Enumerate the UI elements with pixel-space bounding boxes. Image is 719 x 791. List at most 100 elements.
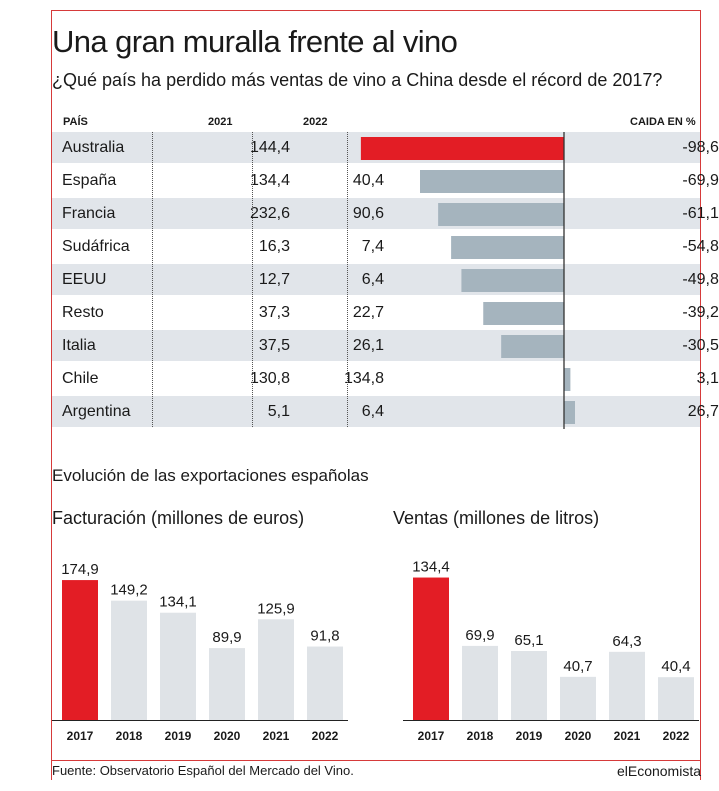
value-2021-cell: 37,5 — [258, 337, 290, 354]
bar-2021 — [609, 651, 645, 720]
value-2022-cell: 7,4 — [361, 238, 384, 255]
country-cell: Australia — [62, 139, 125, 156]
change-cell: -39,20% — [682, 304, 719, 321]
x-tick-label: 2019 — [516, 729, 543, 743]
table-row: Argentina 5,1 6,4 26,70% — [52, 396, 719, 427]
x-tick-label: 2021 — [614, 729, 641, 743]
table-row: España 134,4 40,4 -69,90% — [52, 165, 719, 196]
data-label: 134,4 — [412, 559, 450, 576]
change-cell: -69,90% — [682, 172, 719, 189]
country-cell: Argentina — [62, 403, 131, 420]
change-cell: -54,80% — [682, 238, 719, 255]
table-row: Francia 232,6 90,6 -61,10% — [52, 198, 719, 229]
change-cell: 26,70% — [687, 403, 719, 420]
value-2022-cell: 6,4 — [361, 403, 384, 420]
country-cell: España — [62, 172, 117, 189]
value-2021-cell: 5,1 — [267, 403, 290, 420]
data-label: 64,3 — [612, 633, 641, 650]
value-2022-cell: 6,4 — [361, 271, 384, 288]
header-country: PAÍS — [63, 116, 88, 128]
x-tick-label: 2020 — [214, 729, 241, 743]
change-bar-EEUU — [461, 269, 564, 292]
header-2021: 2021 — [208, 116, 233, 128]
value-2021-cell: 37,3 — [258, 304, 290, 321]
footer-divider — [52, 760, 701, 761]
volume-bar-chart: 134,4 2017 69,9 2018 65,1 2019 40,7 2020 64,3 202… — [403, 559, 699, 743]
change-bar-Argentina — [564, 401, 575, 424]
x-tick-label: 2022 — [663, 729, 690, 743]
header-2022: 2022 — [303, 116, 328, 128]
value-2021-cell: 134,4 — [249, 172, 290, 189]
bar-2017 — [62, 580, 98, 720]
value-2022-cell: 22,7 — [352, 304, 384, 321]
bar-2020 — [560, 676, 596, 720]
value-2022-cell: 26,1 — [352, 337, 384, 354]
bar-2019 — [511, 650, 547, 720]
data-label: 134,1 — [159, 594, 197, 611]
bar-2021 — [258, 619, 294, 720]
data-label: 174,9 — [61, 561, 99, 578]
data-label: 65,1 — [514, 632, 543, 649]
bar-2020 — [209, 648, 245, 720]
change-cell: -49,80% — [682, 271, 719, 288]
change-cell: -98,60% — [682, 139, 719, 156]
change-cell: 3,10% — [696, 370, 719, 387]
revenue-bar-chart: 174,9 2017 149,2 2018 134,1 2019 89,9 2020 125,9… — [52, 561, 348, 743]
table-row: EEUU 12,7 6,4 -49,80% — [52, 264, 719, 295]
page-title: Una gran muralla frente al vino — [52, 24, 458, 59]
country-cell: Resto — [62, 304, 104, 321]
data-label: 89,9 — [212, 629, 241, 646]
value-2022-cell: 90,6 — [352, 205, 384, 222]
data-label: 69,9 — [465, 627, 494, 644]
change-cell: -61,10% — [682, 205, 719, 222]
country-cell: EEUU — [62, 271, 107, 288]
country-cell: Chile — [62, 370, 99, 387]
value-2022-cell: 40,4 — [352, 172, 384, 189]
x-tick-label: 2019 — [165, 729, 192, 743]
change-bar-España — [420, 170, 564, 193]
country-cell: Francia — [62, 205, 116, 222]
volume-chart-title: Ventas (millones de litros) — [393, 508, 600, 528]
data-label: 125,9 — [257, 600, 295, 617]
bar-2017 — [413, 577, 449, 720]
change-bar-Australia — [360, 137, 564, 160]
bar-2018 — [111, 600, 147, 720]
bar-2019 — [160, 612, 196, 720]
value-2021-cell: 130,8 — [249, 370, 290, 387]
bar-2022 — [658, 677, 694, 720]
value-2021-cell: 12,7 — [258, 271, 290, 288]
column-divider — [152, 132, 153, 427]
bar-2022 — [307, 646, 343, 720]
x-tick-label: 2018 — [116, 729, 143, 743]
data-label: 40,7 — [563, 658, 592, 675]
x-tick-label: 2017 — [418, 729, 445, 743]
change-cell: -30,50% — [682, 337, 719, 354]
country-cell: Italia — [62, 337, 96, 354]
data-label: 149,2 — [110, 582, 148, 599]
column-divider — [347, 132, 348, 427]
change-bar-Resto — [483, 302, 564, 325]
data-label: 91,8 — [310, 628, 339, 645]
change-bar-Chile — [564, 368, 571, 391]
value-2021-cell: 232,6 — [249, 205, 290, 222]
value-2021-cell: 144,4 — [249, 139, 290, 156]
section-title: Evolución de las exportaciones españolas — [52, 466, 369, 485]
change-bar-Sudáfrica — [451, 236, 564, 259]
source-note: Fuente: Observatorio Español del Mercado… — [52, 763, 354, 778]
table-row: Italia 37,5 26,1 -30,50% — [52, 330, 719, 361]
table-row: Chile 130,8 134,8 3,10% — [52, 363, 719, 394]
value-2021-cell: 16,3 — [258, 238, 290, 255]
column-divider — [252, 132, 253, 427]
data-label: 40,4 — [661, 658, 690, 675]
value-2022-cell: 134,8 — [343, 370, 384, 387]
brand-logo-text: elEconomista — [616, 763, 701, 779]
x-tick-label: 2020 — [565, 729, 592, 743]
x-tick-label: 2021 — [263, 729, 290, 743]
x-tick-label: 2017 — [67, 729, 94, 743]
change-bar-chart — [360, 132, 575, 429]
change-bar-Italia — [501, 335, 564, 358]
bar-2018 — [462, 645, 498, 720]
revenue-chart-title: Facturación (millones de euros) — [52, 508, 305, 528]
country-cell: Sudáfrica — [62, 238, 130, 255]
chart-frame — [51, 10, 701, 780]
